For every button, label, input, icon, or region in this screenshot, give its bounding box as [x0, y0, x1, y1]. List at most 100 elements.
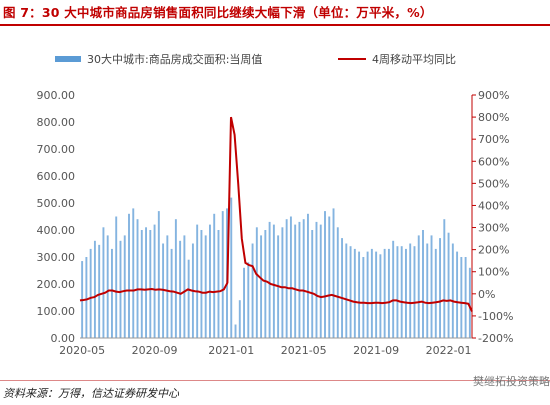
bar: [204, 235, 207, 338]
x-tick-label: 2021-09: [353, 344, 399, 357]
bar: [315, 221, 318, 338]
bar: [319, 224, 322, 338]
right-tick-label: -200%: [478, 332, 513, 345]
bar: [170, 248, 173, 338]
legend-bar-swatch: [55, 56, 81, 62]
bar: [268, 221, 271, 338]
right-tick-label: 600%: [478, 155, 509, 168]
bar: [208, 224, 211, 338]
bar-series: [81, 197, 471, 338]
bar: [251, 243, 254, 338]
bar: [460, 257, 463, 338]
bar: [272, 224, 275, 338]
left-tick-label: 800.00: [37, 116, 76, 129]
bar: [468, 267, 471, 338]
bar: [328, 216, 331, 338]
bar: [149, 230, 152, 338]
right-tick-label: 900%: [478, 89, 509, 102]
bar: [234, 324, 237, 338]
bar: [119, 240, 122, 338]
bar: [430, 235, 433, 338]
bar: [434, 248, 437, 338]
right-tick-label: 300%: [478, 222, 509, 235]
bar: [247, 262, 250, 338]
bar: [311, 230, 314, 338]
x-tick-label: 2021-01: [208, 344, 254, 357]
x-tick-label: 2022-01: [426, 344, 472, 357]
right-tick-label: 800%: [478, 111, 509, 124]
bar: [375, 251, 378, 338]
watermark: 樊继拓投资策略: [473, 375, 550, 388]
bar: [255, 227, 258, 338]
bar: [264, 230, 267, 338]
bar: [128, 213, 130, 338]
right-tick-label: 100%: [478, 266, 509, 279]
right-tick-label: 200%: [478, 244, 509, 257]
left-tick-label: 100.00: [37, 305, 76, 318]
figure-title: 图 7：30 大中城市商品房销售面积同比继续大幅下滑（单位：万平米，%）: [3, 5, 433, 20]
bar: [383, 248, 386, 338]
left-tick-label: 900.00: [37, 89, 76, 102]
right-axis: -200% -100% 0% 100% 200% 300% 400% 500% 600% 700%…: [471, 89, 513, 345]
bar: [447, 232, 450, 338]
bar: [102, 227, 105, 338]
bar: [289, 216, 292, 338]
bar: [456, 251, 459, 338]
bar: [336, 227, 339, 338]
bar: [106, 235, 109, 338]
bar: [200, 230, 203, 338]
x-axis: 2020-05 2020-09 2021-01 2021-05 2021-09 2022-…: [59, 337, 472, 357]
bar: [358, 251, 361, 338]
bar: [115, 216, 118, 338]
bar: [196, 224, 199, 338]
left-tick-label: 200.00: [37, 278, 76, 291]
bar: [306, 213, 309, 338]
line-series: [79, 116, 473, 312]
left-tick-label: 300.00: [37, 251, 76, 264]
bar: [439, 238, 442, 338]
legend: 30大中城市:商品房成交面积:当周值 4周移动平均同比: [55, 52, 456, 66]
bar: [400, 246, 403, 338]
bar: [132, 208, 135, 338]
bar: [145, 227, 148, 338]
bar: [341, 238, 344, 338]
x-tick-label: 2020-09: [132, 344, 178, 357]
bar: [221, 211, 224, 338]
bar: [422, 230, 424, 338]
bar: [85, 257, 88, 338]
bar: [332, 208, 335, 338]
bar: [238, 300, 241, 338]
chart: 30大中城市:商品房成交面积:当周值 4周移动平均同比 0.00 100.00 20…: [37, 52, 514, 357]
bar: [230, 197, 233, 338]
left-tick-label: 500.00: [37, 197, 76, 210]
right-tick-label: 0%: [478, 288, 495, 301]
bar: [98, 244, 101, 338]
bar: [157, 211, 160, 338]
bar: [179, 240, 182, 338]
bar: [123, 235, 126, 338]
bar: [404, 248, 407, 338]
left-tick-label: 600.00: [37, 170, 76, 183]
bar: [426, 243, 429, 338]
bar: [345, 243, 348, 338]
x-tick-label: 2021-05: [281, 344, 327, 357]
bar: [183, 235, 186, 338]
bar: [298, 221, 301, 338]
bar: [417, 235, 420, 338]
bar: [213, 213, 216, 338]
bar: [294, 224, 297, 338]
right-tick-label: -100%: [478, 310, 513, 323]
bar: [153, 224, 156, 338]
bar: [451, 243, 454, 338]
title-bar: 图 7：30 大中城市商品房销售面积同比继续大幅下滑（单位：万平米，%）: [0, 0, 550, 26]
bar: [413, 246, 416, 338]
left-tick-label: 700.00: [37, 143, 76, 156]
right-tick-label: 400%: [478, 199, 509, 212]
bar: [443, 219, 446, 338]
legend-bar-label: 30大中城市:商品房成交面积:当周值: [87, 52, 262, 66]
bar: [93, 240, 96, 338]
bar: [392, 240, 395, 338]
bar: [464, 257, 467, 338]
line-series-group: [79, 116, 473, 312]
